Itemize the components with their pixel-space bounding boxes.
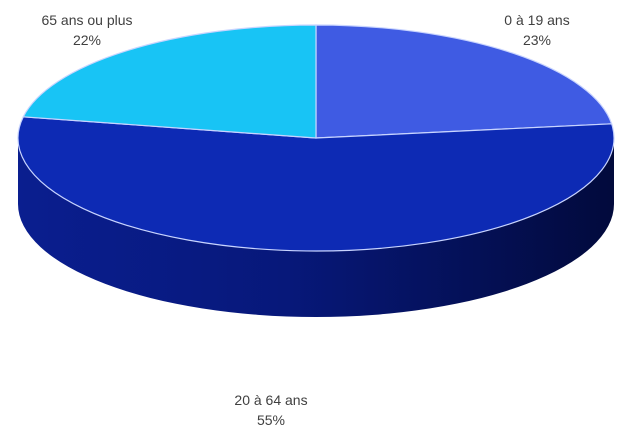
slice-20-64 xyxy=(17,116,615,252)
label-65-plus: 65 ans ou plus 22% xyxy=(41,10,132,50)
slice-0-19 xyxy=(315,24,613,139)
pie-top xyxy=(17,24,615,252)
slice-65-plus xyxy=(22,24,317,139)
label-0-19: 0 à 19 ans 23% xyxy=(504,10,569,50)
pie-side-wall-shape xyxy=(18,138,614,317)
slice-label-text: 0 à 19 ans xyxy=(504,12,570,28)
slice-label-text: 65 ans ou plus xyxy=(41,12,133,28)
pie-side-wall xyxy=(18,138,614,317)
slice-label-text: 20 à 64 ans xyxy=(234,392,308,408)
slice-percent-text: 55% xyxy=(256,412,286,428)
slice-percent-text: 22% xyxy=(72,32,102,48)
slice-percent-text: 23% xyxy=(522,32,552,48)
label-20-64: 20 à 64 ans 55% xyxy=(234,390,307,430)
